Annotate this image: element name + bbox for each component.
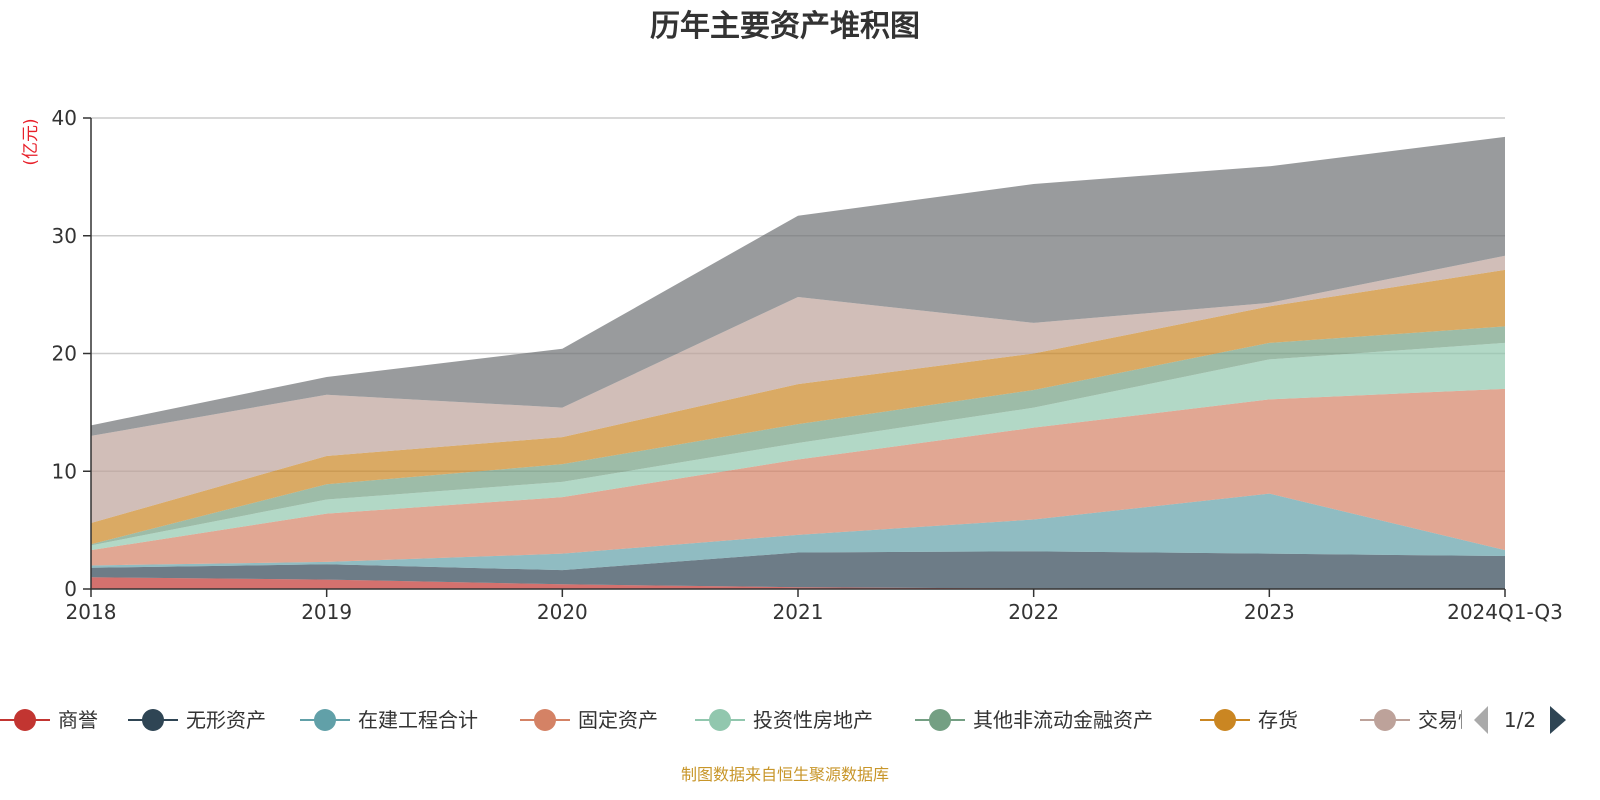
y-axis-label: (亿元) <box>21 118 41 165</box>
x-tick-label: 2021 <box>773 600 824 624</box>
y-tick-label: 40 <box>52 106 77 130</box>
legend-item[interactable]: 商誉 <box>0 708 98 732</box>
legend-label: 其他非流动金融资产 <box>973 708 1153 732</box>
legend-label: 存货 <box>1258 708 1298 732</box>
area-series-0 <box>91 577 1505 589</box>
x-tick-label: 2018 <box>66 600 117 624</box>
legend-item[interactable]: 其他非流动金融资产 <box>915 708 1153 732</box>
legend-label: 交易性 <box>1418 708 1478 732</box>
y-tick-label: 30 <box>52 224 77 248</box>
legend-circle-icon <box>14 709 36 731</box>
legend-page-indicator: 1/2 <box>1504 708 1536 732</box>
x-tick-label: 2024Q1-Q3 <box>1447 600 1563 624</box>
chart-title: 历年主要资产堆积图 <box>650 9 920 44</box>
legend-items: 商誉 无形资产 在建工程合计 固定资产 投资性房地产 其他非流动金融资产 存货 交易性 <box>0 708 1478 732</box>
area-series-7 <box>91 255 1505 524</box>
legend-item[interactable]: 固定资产 <box>520 708 658 732</box>
legend-prev-page-icon[interactable] <box>1474 706 1488 734</box>
legend-circle-icon <box>929 709 951 731</box>
legend-circle-icon <box>142 709 164 731</box>
area-series-8 <box>91 136 1505 436</box>
y-tick-label: 20 <box>52 342 77 366</box>
area-series-1 <box>91 551 1505 589</box>
legend-item[interactable]: 投资性房地产 <box>695 708 873 732</box>
x-tick-label: 2019 <box>301 600 352 624</box>
legend-label: 投资性房地产 <box>753 708 873 732</box>
legend-circle-icon <box>534 709 556 731</box>
legend-item[interactable]: 无形资产 <box>128 708 266 732</box>
legend-item[interactable]: 在建工程合计 <box>300 708 478 732</box>
x-tick-label: 2022 <box>1008 600 1059 624</box>
legend-circle-icon <box>1374 709 1396 731</box>
legend-circle-icon <box>1214 709 1236 731</box>
area-series-3 <box>91 388 1505 566</box>
area-series-6 <box>91 269 1505 545</box>
area-series-5 <box>91 326 1505 546</box>
legend-label: 在建工程合计 <box>358 708 478 732</box>
area-series-2 <box>91 493 1505 571</box>
legend-next-page-icon[interactable] <box>1550 706 1566 734</box>
x-tick-label: 2023 <box>1244 600 1295 624</box>
data-source-footer: 制图数据来自恒生聚源数据库 <box>681 765 889 784</box>
area-series-4 <box>91 342 1505 551</box>
legend-item[interactable]: 存货 <box>1200 708 1298 732</box>
legend-circle-icon <box>314 709 336 731</box>
legend-label: 固定资产 <box>578 708 658 732</box>
legend-item[interactable]: 交易性 <box>1360 708 1478 732</box>
y-tick-label: 10 <box>52 459 77 483</box>
legend-circle-icon <box>709 709 731 731</box>
y-tick-label: 0 <box>64 577 77 601</box>
x-tick-label: 2020 <box>537 600 588 624</box>
legend-label: 无形资产 <box>186 708 266 732</box>
legend-label: 商誉 <box>58 708 98 732</box>
